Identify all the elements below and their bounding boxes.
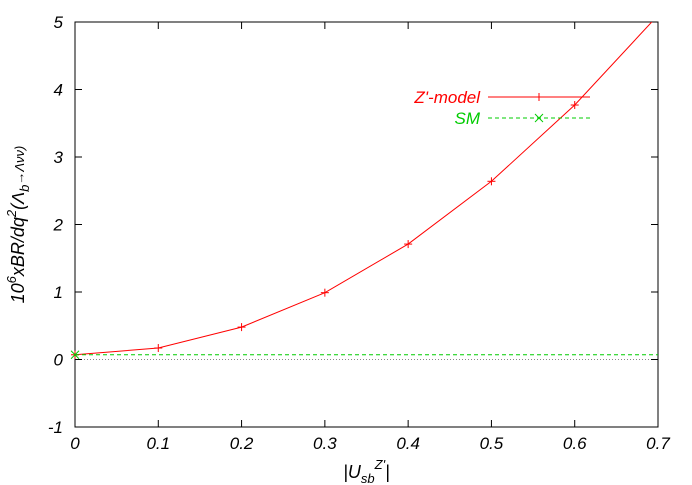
data-point-0 [404, 240, 413, 249]
axes [74, 21, 659, 428]
y-tick-label: 0 [54, 351, 64, 370]
data-point-1 [70, 350, 80, 360]
y-tick-label: 1 [54, 283, 63, 302]
y-tick-label: 4 [54, 81, 63, 100]
x-tick-label: 0.6 [563, 434, 587, 453]
x-tick-label: 0.7 [646, 434, 670, 453]
tick-marks [74, 21, 659, 428]
x-tick-label: 0.4 [396, 434, 420, 453]
legend-marker-1 [534, 113, 544, 123]
data-point-0 [487, 177, 496, 186]
series-line-0 [75, 22, 653, 356]
legend-label-1: SM [455, 109, 481, 128]
legend-marker-0 [535, 93, 543, 101]
tick-labels: 0 0.1 0.2 0.3 0.4 0.5 0.6 0.7 -1 0 1 2 3 4 5 [48, 13, 670, 453]
data-point-0 [320, 288, 329, 297]
series-group [70, 22, 658, 360]
x-tick-label: 0.3 [313, 434, 337, 453]
data-point-0 [570, 101, 579, 110]
y-tick-label: -1 [48, 418, 63, 437]
legend-label-0: Z'-model [413, 88, 481, 107]
x-tick-label: 0.2 [230, 434, 254, 453]
y-tick-label: 5 [54, 13, 64, 32]
y-tick-label: 2 [53, 216, 64, 235]
plot-frame [74, 21, 659, 428]
y-axis-label: 106xBR/dq2(Λb→Λνν) [4, 146, 32, 304]
y-tick-label: 3 [54, 148, 64, 167]
data-point-0 [237, 323, 246, 332]
axis-labels: |UsbZ'| 106xBR/dq2(Λb→Λνν) [4, 146, 390, 485]
x-axis-label: |UsbZ'| [343, 457, 390, 485]
x-tick-label: 0.1 [146, 434, 170, 453]
data-point-0 [154, 344, 163, 353]
x-tick-label: 0.5 [480, 434, 504, 453]
x-tick-label: 0 [70, 434, 80, 453]
legend: Z'-model SM [413, 88, 590, 128]
